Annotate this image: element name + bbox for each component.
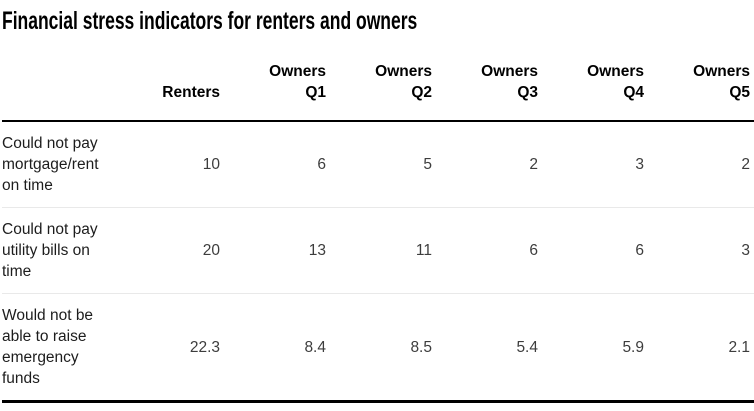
row-label-text: Could not pay utility bills on time (2, 221, 98, 280)
value-cell: 5 (423, 156, 432, 173)
column-header-top: Owners (587, 63, 644, 80)
column-header-top: Owners (375, 63, 432, 80)
row-label: Could not pay utility bills on time (2, 208, 118, 294)
column-header-bottom: Q2 (411, 84, 432, 101)
column-header-bottom: Q1 (305, 84, 326, 101)
table-row: Would not be able to raise emergency fun… (2, 293, 754, 402)
column-header-owners-q4: Owners Q4 (542, 51, 648, 121)
column-header-owners-q1: Owners Q1 (224, 51, 330, 121)
row-label-text: Would not be able to raise emergency fun… (2, 307, 94, 387)
column-header-bottom: Q5 (729, 84, 750, 101)
column-header-bottom: Q4 (623, 84, 644, 101)
row-label: Could not pay mortgage/rent on time (2, 121, 118, 208)
value-cell: 2 (529, 156, 538, 173)
value-cell: 5.9 (622, 338, 644, 356)
column-header-top: Owners (481, 63, 538, 80)
column-header-bottom: Q3 (517, 84, 538, 101)
table-row: Could not pay utility bills on time 20 1… (2, 207, 754, 294)
column-header-owners-q5: Owners Q5 (648, 51, 754, 121)
column-header-top: Owners (269, 63, 326, 80)
row-label: Would not be able to raise emergency fun… (2, 294, 118, 402)
column-header-owners-q3: Owners Q3 (436, 51, 542, 121)
value-cell: 22.3 (189, 338, 220, 356)
table-row: Could not pay mortgage/rent on time 10 6… (2, 121, 754, 208)
column-header-empty (2, 51, 118, 121)
column-header-renters: Renters (118, 51, 224, 121)
value-cell: 6 (635, 242, 644, 259)
chart-title: Financial stress indicators for renters … (2, 7, 418, 35)
financial-stress-table: Renters Owners Q1 Owners Q2 Owners Q3 Ow… (2, 51, 754, 403)
row-label-text: Could not pay mortgage/rent on time (2, 135, 99, 194)
value-cell: 6 (529, 242, 538, 259)
value-cell: 3 (741, 242, 750, 259)
value-cell: 2 (741, 156, 750, 173)
column-header-bottom: Renters (162, 84, 220, 101)
value-cell: 20 (202, 242, 220, 259)
column-header-owners-q2: Owners Q2 (330, 51, 436, 121)
value-cell: 8.5 (410, 338, 432, 356)
value-cell: 5.4 (516, 338, 538, 356)
header-row: Renters Owners Q1 Owners Q2 Owners Q3 Ow… (2, 51, 754, 121)
value-cell: 3 (635, 156, 644, 173)
value-cell: 8.4 (304, 338, 326, 356)
value-cell: 10 (202, 156, 220, 173)
value-cell: 11 (415, 242, 432, 259)
value-cell: 6 (317, 156, 326, 173)
value-cell: 13 (308, 242, 326, 259)
column-header-top: Owners (693, 63, 750, 80)
value-cell: 2.1 (728, 338, 750, 356)
